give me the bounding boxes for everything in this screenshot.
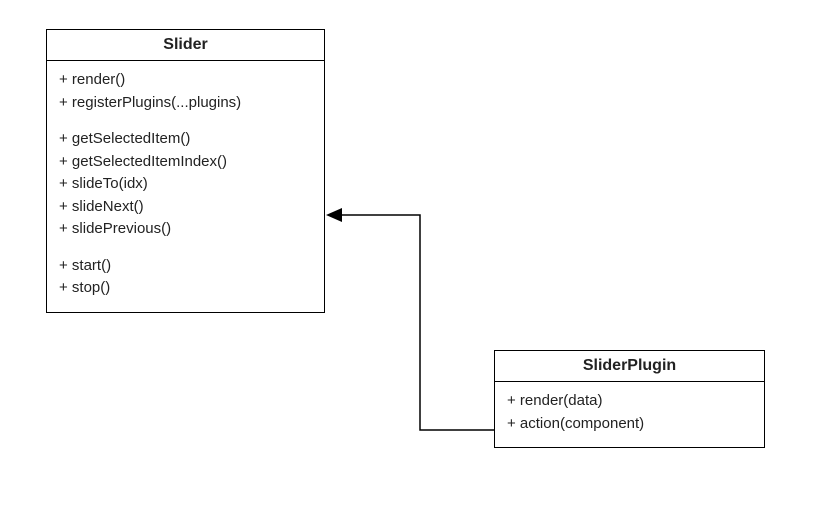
class-slider-title: Slider [47, 30, 324, 61]
method: + render() [59, 69, 312, 92]
class-sliderplugin-body: + render(data) + action(component) [495, 382, 764, 447]
method: + render(data) [507, 390, 752, 413]
method: + slidePrevious() [59, 218, 312, 241]
method: + slideNext() [59, 196, 312, 219]
method: + registerPlugins(...plugins) [59, 92, 312, 115]
class-sliderplugin-title: SliderPlugin [495, 351, 764, 382]
method: + start() [59, 255, 312, 278]
method: + slideTo(idx) [59, 173, 312, 196]
method: + getSelectedItemIndex() [59, 151, 312, 174]
method: + stop() [59, 277, 312, 300]
class-sliderplugin: SliderPlugin + render(data) + action(com… [494, 350, 765, 448]
class-slider: Slider + render() + registerPlugins(...p… [46, 29, 325, 313]
class-slider-body: + render() + registerPlugins(...plugins)… [47, 61, 324, 312]
method: + getSelectedItem() [59, 128, 312, 151]
method: + action(component) [507, 413, 752, 436]
